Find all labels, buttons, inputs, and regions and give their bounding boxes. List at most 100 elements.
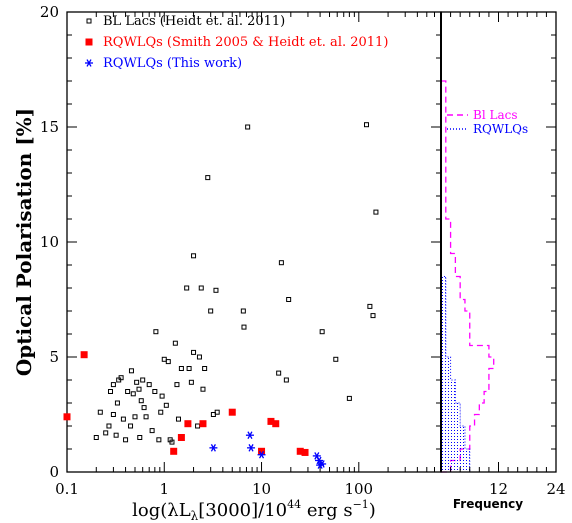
data-point	[240, 308, 246, 314]
data-point	[214, 409, 220, 415]
data-point	[184, 285, 190, 291]
data-point	[257, 450, 266, 459]
data-point	[152, 389, 158, 394]
data-point	[364, 122, 370, 128]
histogram-y-ticks	[546, 11, 556, 473]
data-point	[107, 389, 113, 394]
data-point	[213, 287, 219, 293]
data-point	[128, 368, 134, 374]
data-point	[125, 389, 131, 394]
x-label-part-1: log(λL	[132, 500, 191, 521]
y-ticks: 0 5 10 15 20	[40, 3, 441, 481]
data-point	[200, 386, 206, 392]
data-point	[191, 253, 197, 259]
data-point	[283, 377, 289, 383]
x-label-part-4: )	[369, 500, 376, 521]
asterisk-stroke	[258, 450, 265, 459]
y-tick-label: 0	[49, 463, 59, 481]
data-point	[191, 349, 197, 355]
histogram-x-tick-label: 24	[546, 480, 565, 498]
data-point	[137, 435, 143, 440]
x-label-sup-2: −1	[353, 498, 369, 511]
data-point	[198, 285, 204, 291]
histogram-legend-label: Bl Lacs	[473, 108, 517, 122]
legend-marker	[86, 18, 92, 24]
y-tick-label: 15	[40, 118, 59, 136]
data-point	[196, 354, 202, 360]
data-point	[143, 414, 149, 420]
data-point	[333, 356, 339, 362]
data-point	[136, 386, 142, 392]
data-point	[132, 414, 138, 420]
data-point	[301, 448, 309, 456]
data-point	[286, 297, 292, 302]
data-point	[209, 444, 218, 452]
data-point	[138, 398, 144, 404]
data-point	[128, 423, 134, 429]
data-point	[110, 412, 116, 417]
data-point	[241, 324, 247, 330]
histogram-x-tick-label: 12	[489, 480, 508, 498]
x-tick-label: 1	[159, 480, 169, 498]
data-point	[296, 447, 304, 455]
data-point	[267, 417, 275, 425]
data-point	[158, 409, 164, 415]
data-point	[113, 432, 119, 438]
histogram-rqwlqs	[440, 276, 471, 473]
y-axis-label: Optical Polarisation [%]	[12, 108, 36, 376]
x-label-sup: 44	[287, 498, 301, 511]
histogram-x-ticks: 12 24	[440, 12, 566, 498]
legend: BL Lacs (Heidt et. al. 2011) RQWLQs (Smit…	[85, 14, 388, 71]
data-point	[165, 359, 171, 365]
x-ticks: 0.1 1 10 100	[55, 12, 442, 498]
data-point	[178, 366, 184, 371]
data-point	[103, 430, 109, 436]
asterisk-stroke	[314, 452, 320, 460]
data-point	[245, 431, 254, 440]
asterisk-stroke	[210, 444, 216, 452]
asterisk-stroke	[248, 444, 254, 452]
data-point	[195, 423, 201, 429]
data-point	[373, 209, 379, 215]
data-point	[161, 356, 167, 362]
data-point	[199, 420, 207, 428]
x-label-sub: λ	[191, 509, 199, 523]
x-tick-label: 10	[252, 480, 271, 498]
data-point	[120, 416, 126, 422]
histogram-legend-label: RQWLQs	[473, 122, 528, 136]
data-point	[159, 393, 165, 399]
x-tick-label: 0.1	[55, 480, 79, 498]
data-point	[114, 400, 120, 406]
asterisk-stroke	[247, 431, 253, 440]
y-tick-label: 10	[40, 233, 59, 251]
data-point	[134, 379, 140, 385]
data-point	[106, 423, 112, 429]
data-point	[63, 413, 71, 421]
data-point	[149, 428, 155, 434]
data-point	[278, 260, 284, 266]
data-points	[63, 122, 379, 469]
data-point	[140, 377, 146, 383]
data-point	[163, 402, 169, 408]
scatter-panel: 0.1 1 10 100 0 5 10 15 20 BL Lacs (Heidt et. al…	[40, 3, 442, 498]
data-point	[175, 416, 181, 422]
histogram-bars	[440, 80, 495, 473]
histogram-bl-lacs	[441, 80, 495, 473]
legend-label: RQWLQs (Smith 2005 & Heidt et. al. 2011)	[103, 35, 388, 50]
data-point	[172, 340, 178, 346]
asterisk-stroke	[86, 59, 92, 67]
data-point	[146, 382, 152, 388]
data-point	[123, 437, 129, 443]
data-point	[272, 420, 280, 428]
asterisk-stroke	[319, 460, 325, 468]
data-point	[319, 329, 325, 335]
data-point	[276, 370, 282, 376]
legend-label: RQWLQs (This work)	[103, 56, 242, 71]
data-point	[346, 395, 352, 401]
data-point	[118, 375, 124, 381]
data-point	[370, 313, 376, 319]
data-point	[156, 437, 162, 443]
data-point	[130, 391, 136, 397]
